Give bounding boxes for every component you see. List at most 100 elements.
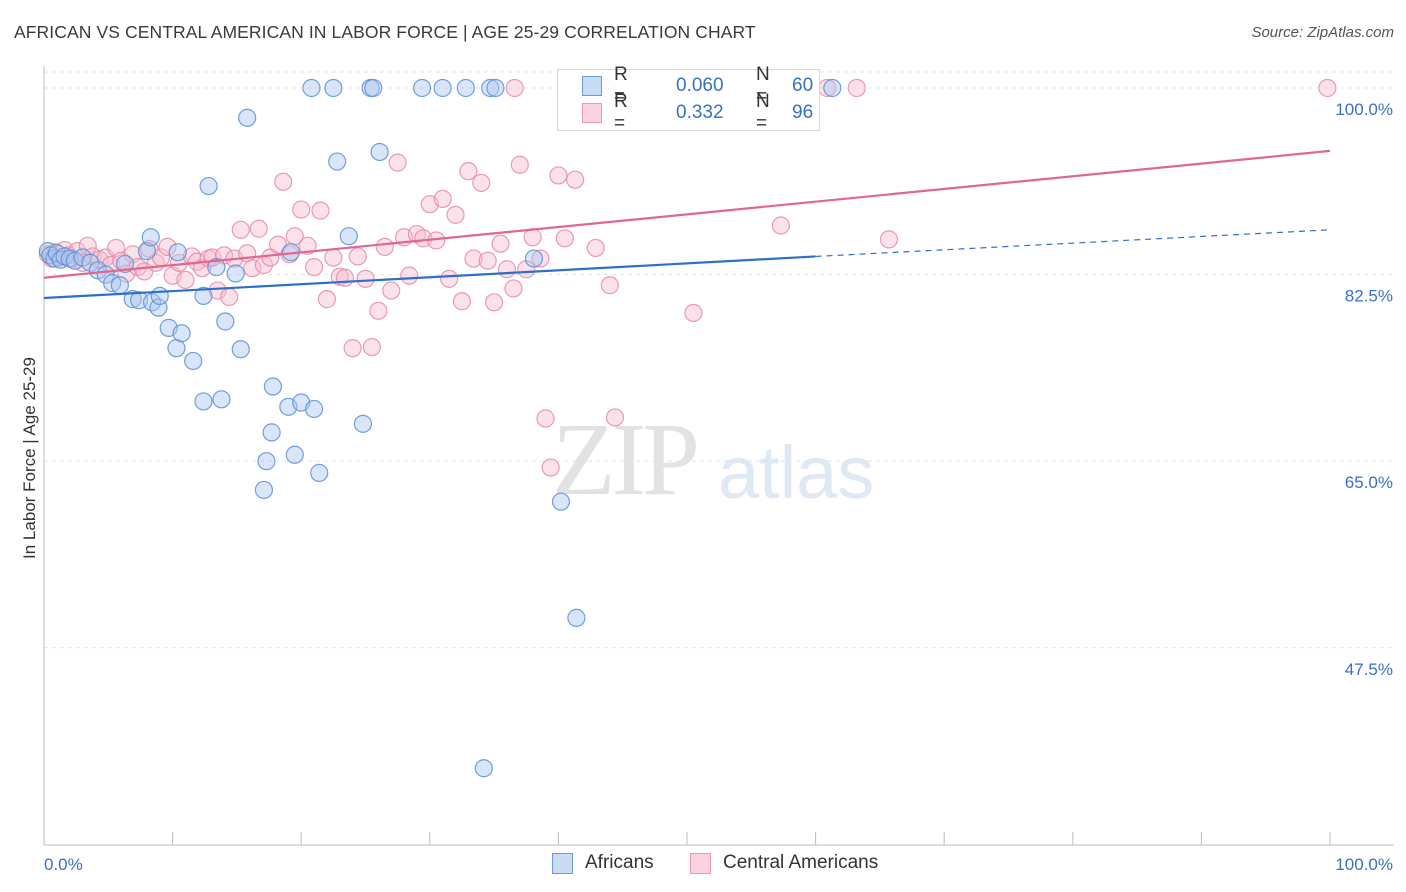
- central-american-point: [523, 228, 542, 247]
- central-american-point: [505, 78, 524, 98]
- stats-legend: R = 0.060 N = 60 R = 0.332 N = 96: [557, 64, 820, 134]
- african-point: [263, 377, 283, 396]
- african-point: [823, 78, 842, 98]
- legend-r-label: R =: [614, 64, 628, 107]
- central-american-point: [531, 249, 550, 268]
- african-point: [302, 78, 321, 98]
- african-point: [141, 228, 160, 247]
- african-point: [231, 340, 250, 359]
- african-point: [310, 463, 329, 482]
- african-point: [551, 492, 571, 511]
- legend-swatch-central-americans: [582, 103, 602, 123]
- african-point: [115, 254, 135, 274]
- african-point: [110, 276, 129, 295]
- african-point: [486, 78, 505, 98]
- central-american-point: [485, 293, 504, 312]
- africans-trend-line: [43, 255, 816, 300]
- central-american-point: [382, 281, 401, 300]
- central-american-point: [541, 458, 560, 477]
- central-american-point: [879, 230, 899, 249]
- african-point: [168, 243, 187, 262]
- central-american-point: [1318, 78, 1337, 98]
- central-american-point: [600, 276, 619, 295]
- central-american-point: [298, 236, 317, 255]
- africans-trend-extension: [815, 229, 1331, 258]
- watermark-atlas: atlas: [718, 431, 875, 514]
- central-american-point: [439, 269, 459, 288]
- legend-n-value: 96: [792, 102, 814, 123]
- x-tick-label: 0.0%: [44, 855, 83, 874]
- central-american-point: [566, 170, 585, 189]
- bottom-legend-swatch-africans: [552, 852, 573, 874]
- african-point: [123, 290, 142, 309]
- african-point: [474, 759, 493, 778]
- african-point: [328, 152, 347, 171]
- y-tick-label: 82.5%: [1345, 287, 1393, 306]
- african-point: [212, 390, 231, 409]
- x-tick-label: 100.0%: [1335, 855, 1393, 874]
- african-point: [456, 78, 475, 98]
- central-american-point: [317, 290, 337, 309]
- legend-r-label: R =: [614, 91, 628, 134]
- central-american-point: [446, 205, 465, 224]
- african-point: [353, 414, 373, 433]
- central-american-point: [348, 247, 367, 266]
- african-point: [207, 258, 226, 277]
- african-point: [254, 480, 274, 500]
- central-american-point: [176, 270, 195, 290]
- african-point: [216, 312, 235, 331]
- central-american-point: [243, 259, 262, 278]
- watermark-zip: ZIP: [552, 402, 700, 517]
- source-credit: Source: ZipAtlas.com: [1251, 24, 1394, 41]
- central-american-point: [311, 201, 330, 220]
- central-american-point: [362, 337, 382, 357]
- african-point: [433, 78, 452, 98]
- bottom-legend-swatch-central-americans: [690, 852, 711, 874]
- central-american-point: [504, 279, 523, 298]
- bottom-legend-africans[interactable]: Africans: [552, 852, 654, 874]
- central-american-point: [510, 155, 529, 174]
- y-axis-label: In Labor Force | Age 25-29: [20, 357, 39, 559]
- central-american-point: [335, 268, 355, 287]
- legend-n-value: 60: [792, 75, 814, 96]
- central-american-point: [847, 78, 866, 98]
- african-point: [285, 445, 304, 464]
- african-point: [412, 78, 432, 98]
- central-american-point: [388, 153, 407, 172]
- central-american-point: [464, 249, 483, 268]
- african-point: [172, 324, 191, 343]
- central-american-point: [605, 408, 625, 427]
- central-american-point: [433, 189, 452, 208]
- central-american-point: [459, 162, 478, 181]
- central-american-point: [249, 219, 268, 238]
- legend-swatch-africans: [582, 76, 602, 96]
- y-tick-label: 65.0%: [1345, 473, 1393, 492]
- central-american-point: [684, 303, 703, 323]
- central-american-point: [375, 237, 394, 256]
- legend-r-value: 0.060: [676, 75, 724, 96]
- african-point: [238, 108, 257, 127]
- central-american-point: [771, 216, 790, 235]
- central-american-point: [158, 237, 177, 256]
- legend-n-label: N =: [756, 64, 770, 107]
- central-american-point: [356, 269, 375, 288]
- central-american-point: [400, 266, 419, 285]
- african-point: [370, 142, 389, 162]
- central-american-point: [536, 409, 555, 428]
- central-american-point: [491, 234, 510, 253]
- central-american-point: [555, 229, 574, 248]
- african-point: [150, 286, 169, 306]
- y-tick-label: 100.0%: [1335, 100, 1393, 119]
- african-point: [304, 399, 324, 419]
- african-point: [226, 264, 245, 283]
- african-point: [524, 249, 544, 268]
- bottom-legend-label-central-americans: Central Americans: [723, 852, 879, 873]
- african-point: [199, 176, 218, 196]
- central-american-point: [369, 301, 388, 320]
- central-american-point: [452, 292, 472, 311]
- bottom-legend-central-americans[interactable]: Central Americans: [690, 852, 878, 874]
- african-point: [137, 242, 156, 261]
- central-american-point: [497, 260, 517, 279]
- african-point: [364, 78, 383, 98]
